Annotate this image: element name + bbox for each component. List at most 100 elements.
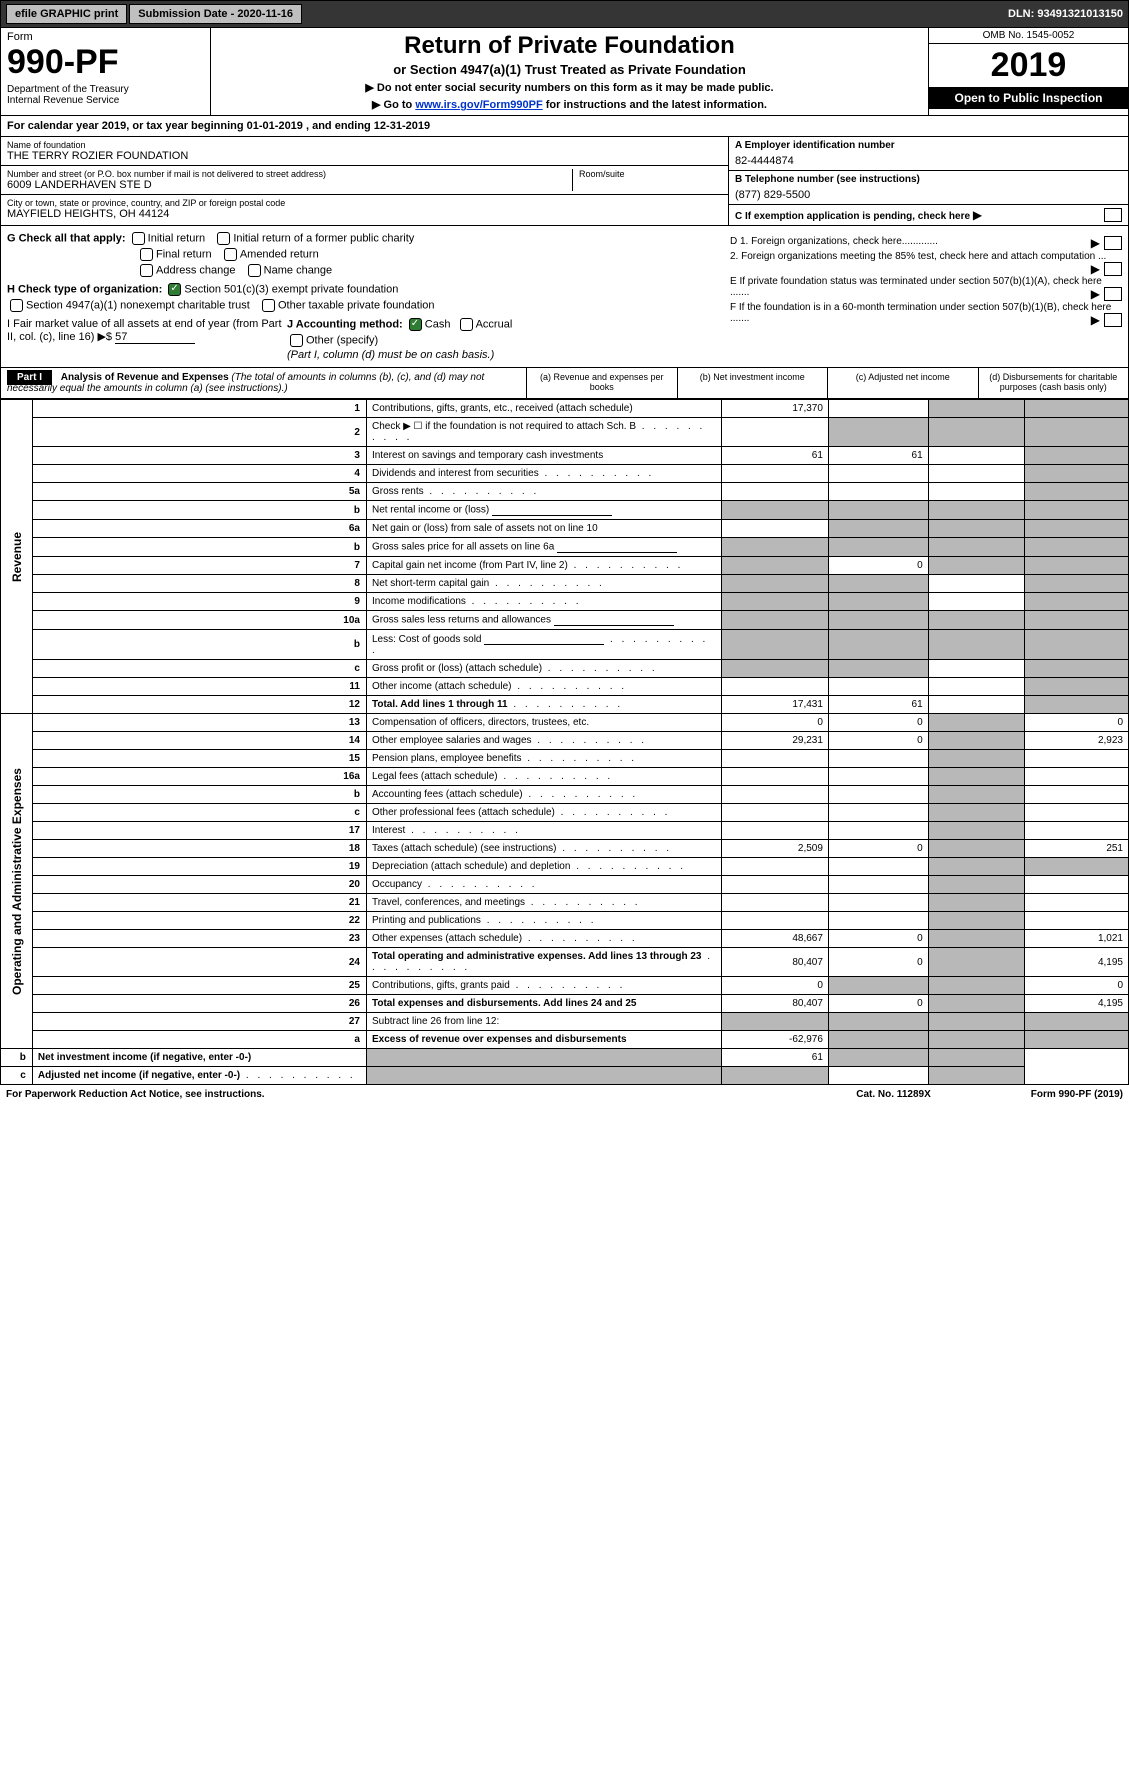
amt-cell: [828, 611, 928, 630]
table-row: 15Pension plans, employee benefits: [1, 750, 1129, 768]
tax-year: 2019: [929, 44, 1128, 87]
g3-check[interactable]: [140, 248, 153, 261]
j3-check[interactable]: [290, 334, 303, 347]
f-check[interactable]: [1104, 313, 1122, 327]
d1-check[interactable]: [1104, 236, 1122, 250]
amt-cell: [366, 1049, 721, 1067]
line-num: c: [1, 1067, 33, 1085]
amt-cell: [722, 750, 829, 768]
h1-text: Section 501(c)(3) exempt private foundat…: [184, 283, 398, 295]
j1-check[interactable]: [409, 318, 422, 331]
amt-cell: [828, 1031, 928, 1049]
amt-cell: [928, 750, 1024, 768]
submission-btn[interactable]: Submission Date - 2020-11-16: [129, 4, 302, 24]
amt-cell: 2,509: [722, 840, 829, 858]
amt-cell: [1024, 483, 1128, 501]
amt-cell: [1024, 447, 1128, 465]
amt-cell: [1024, 660, 1128, 678]
line-num: a: [32, 1031, 366, 1049]
table-row: 27Subtract line 26 from line 12:: [1, 1013, 1129, 1031]
g1-check[interactable]: [132, 232, 145, 245]
amt-cell: 0: [828, 557, 928, 575]
amt-cell: [928, 768, 1024, 786]
line-num: 8: [32, 575, 366, 593]
table-row: 21Travel, conferences, and meetings: [1, 894, 1129, 912]
amt-cell: [722, 786, 829, 804]
amt-cell: [722, 483, 829, 501]
amt-cell: [722, 660, 829, 678]
j2-check[interactable]: [460, 318, 473, 331]
amt-cell: 29,231: [722, 732, 829, 750]
table-row: 7Capital gain net income (from Part IV, …: [1, 557, 1129, 575]
line-num: 3: [32, 447, 366, 465]
amt-cell: [928, 948, 1024, 977]
footer-mid: Cat. No. 11289X: [856, 1089, 930, 1100]
table-row: 22Printing and publications: [1, 912, 1129, 930]
amt-cell: [828, 418, 928, 447]
amt-cell: 0: [828, 995, 928, 1013]
line-desc: Interest on savings and temporary cash i…: [366, 447, 721, 465]
arrow-icon: ▶: [1091, 262, 1100, 276]
irs-link[interactable]: www.irs.gov/Form990PF: [415, 99, 542, 111]
amt-cell: [828, 822, 928, 840]
amt-cell: [1024, 538, 1128, 557]
h1-check[interactable]: [168, 283, 181, 296]
amt-cell: [928, 520, 1024, 538]
amt-cell: 61: [722, 1049, 829, 1067]
amt-cell: [722, 575, 829, 593]
revenue-side: Revenue: [1, 400, 33, 714]
e-text: E If private foundation status was termi…: [730, 276, 1102, 298]
amt-cell: [828, 858, 928, 876]
amt-cell: [928, 858, 1024, 876]
h3-check[interactable]: [262, 299, 275, 312]
omb-text: OMB No. 1545-0052: [929, 28, 1128, 44]
c-checkbox[interactable]: [1104, 208, 1122, 222]
phone: (877) 829-5500: [735, 189, 1122, 201]
g2-text: Initial return of a former public charit…: [233, 232, 414, 244]
amt-cell: [828, 804, 928, 822]
table-row: 9Income modifications: [1, 593, 1129, 611]
amt-cell: [1024, 611, 1128, 630]
table-row: 3Interest on savings and temporary cash …: [1, 447, 1129, 465]
amt-cell: 2,923: [1024, 732, 1128, 750]
table-row: 19Depreciation (attach schedule) and dep…: [1, 858, 1129, 876]
h2-text: Section 4947(a)(1) nonexempt charitable …: [26, 299, 250, 311]
amt-cell: [1024, 593, 1128, 611]
amt-cell: [928, 575, 1024, 593]
amt-cell: [1024, 557, 1128, 575]
line-desc: Subtract line 26 from line 12:: [366, 1013, 721, 1031]
amt-cell: [722, 876, 829, 894]
line-desc: Total. Add lines 1 through 11: [366, 696, 721, 714]
form-title: Return of Private Foundation: [221, 32, 918, 60]
amt-cell: [928, 876, 1024, 894]
table-row: 26Total expenses and disbursements. Add …: [1, 995, 1129, 1013]
phone-row: B Telephone number (see instructions) (8…: [729, 171, 1128, 205]
g2-check[interactable]: [217, 232, 230, 245]
table-row: 16aLegal fees (attach schedule): [1, 768, 1129, 786]
line-desc: Accounting fees (attach schedule): [366, 786, 721, 804]
city: MAYFIELD HEIGHTS, OH 44124: [7, 208, 722, 220]
h-row2: Section 4947(a)(1) nonexempt charitable …: [7, 299, 722, 312]
ein: 82-4444874: [735, 155, 1122, 167]
table-row: 18Taxes (attach schedule) (see instructi…: [1, 840, 1129, 858]
c-row: C If exemption application is pending, c…: [729, 205, 1128, 225]
amt-cell: [828, 977, 928, 995]
e-check[interactable]: [1104, 287, 1122, 301]
line-num: 17: [32, 822, 366, 840]
line-num: 9: [32, 593, 366, 611]
amt-cell: [1024, 418, 1128, 447]
amt-cell: [928, 611, 1024, 630]
g-label: G Check all that apply:: [7, 232, 126, 244]
line-desc: Net rental income or (loss): [366, 501, 721, 520]
d2-check[interactable]: [1104, 262, 1122, 276]
g4-check[interactable]: [224, 248, 237, 261]
foundation-name-row: Name of foundation THE TERRY ROZIER FOUN…: [1, 137, 728, 166]
h2-check[interactable]: [10, 299, 23, 312]
efile-btn[interactable]: efile GRAPHIC print: [6, 4, 127, 24]
line-desc: Adjusted net income (if negative, enter …: [32, 1067, 366, 1085]
g5-check[interactable]: [140, 264, 153, 277]
line-desc: Other professional fees (attach schedule…: [366, 804, 721, 822]
g6-check[interactable]: [248, 264, 261, 277]
g-row2: Final return Amended return: [137, 248, 722, 261]
e-row: E If private foundation status was termi…: [730, 276, 1122, 298]
